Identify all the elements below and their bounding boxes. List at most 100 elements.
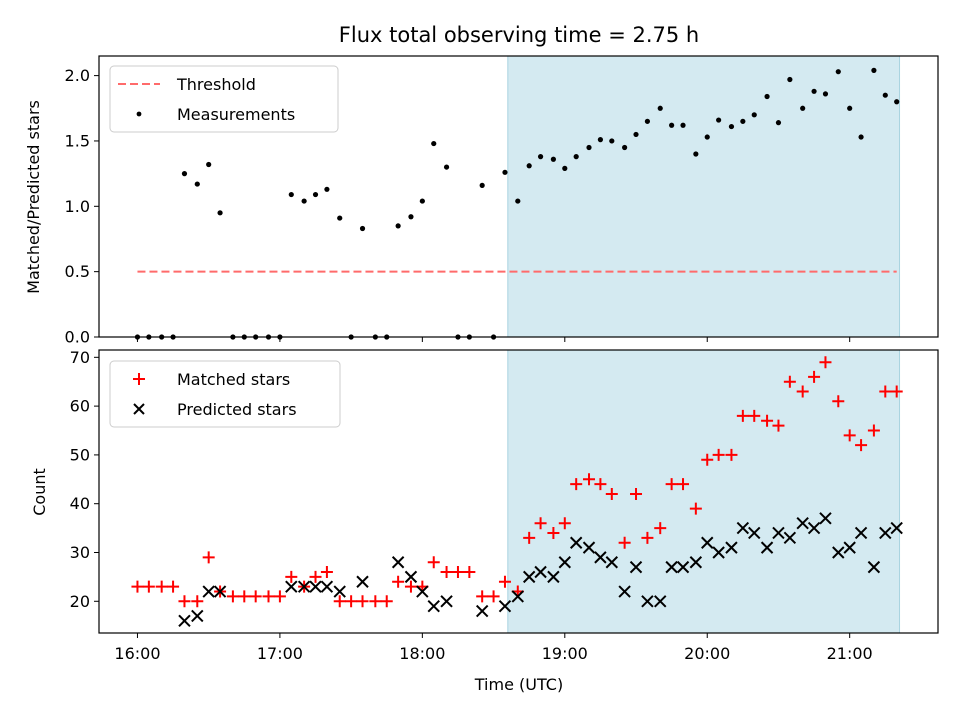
y-tick-label: 20 (70, 592, 90, 611)
top-legend-box (109, 65, 339, 133)
bottom-panel: 20 30 40 50 60 70 16:00 17:00 18:00 19:00 20:00 21… (30, 348, 939, 694)
y-tick-label: 0.0 (65, 328, 90, 347)
measurement-point (693, 151, 699, 157)
legend-matched-swatch (133, 373, 145, 385)
measurement-point (337, 215, 343, 221)
predicted-star-point (712, 546, 725, 559)
predicted-star-point (867, 560, 881, 574)
measurement-point (359, 225, 366, 232)
matched-star-point (725, 448, 738, 461)
matched-star-point (142, 580, 155, 593)
y-tick-label: 1.5 (65, 131, 90, 150)
measurement-point (312, 191, 319, 198)
matched-star-point (677, 478, 690, 491)
measurement-point (502, 169, 508, 175)
predicted-star-point (582, 541, 596, 554)
predicted-star-point (202, 585, 215, 598)
measurement-point (408, 214, 414, 220)
matched-star-point (226, 590, 239, 603)
matched-star-point (333, 595, 346, 608)
measurement-point (822, 91, 829, 97)
top-panel: 0.00.51.01.52.0 Matched/Predicted stars … (24, 55, 939, 347)
predicted-star-point (819, 512, 832, 525)
matched-stars-points (131, 356, 903, 608)
bottom-y-axis-label: Count (30, 468, 49, 516)
matched-star-point (285, 570, 298, 583)
predicted-star-point (558, 556, 572, 569)
measurement-point (716, 117, 722, 123)
measurement-point (181, 171, 188, 177)
measurement-point (680, 122, 686, 128)
predicted-star-point (832, 546, 845, 559)
measurement-point (301, 198, 307, 204)
matched-star-point (808, 370, 821, 383)
x-tick-label: 20:00 (684, 644, 730, 663)
predicted-star-point (547, 570, 560, 584)
measurement-point (669, 122, 675, 128)
predicted-star-point (689, 556, 703, 569)
predicted-star-point (522, 570, 536, 584)
bottom-legend-box (109, 360, 341, 428)
legend-predicted-label: Predicted stars (177, 400, 297, 419)
matched-star-point (879, 385, 892, 398)
matched-star-point (748, 409, 761, 422)
matched-star-point (427, 556, 440, 569)
predicted-star-point (440, 595, 453, 608)
matched-star-point (345, 595, 358, 608)
measurement-point (764, 93, 770, 100)
matched-star-point (498, 575, 511, 588)
predicted-star-point (213, 585, 227, 598)
measurement-point (894, 99, 900, 105)
matched-star-point (583, 473, 596, 486)
predicted-star-point (618, 585, 631, 598)
predicted-star-point (783, 531, 797, 545)
matched-star-point (570, 478, 583, 491)
predicted-stars-points (178, 512, 903, 628)
matched-star-point (273, 590, 286, 603)
matched-star-point (855, 439, 868, 452)
matched-star-point (487, 590, 500, 603)
y-tick-label: 40 (70, 494, 90, 513)
matched-star-point (772, 419, 785, 432)
matched-star-point (712, 448, 725, 461)
measurement-point (633, 131, 639, 138)
matched-star-point (618, 536, 631, 549)
matched-star-point (440, 566, 453, 579)
legend-matched-label: Matched stars (177, 370, 290, 389)
predicted-star-point (333, 585, 346, 598)
matched-star-point (890, 385, 903, 398)
predicted-star-point (511, 590, 524, 603)
matched-star-point (155, 580, 168, 593)
matched-star-point (843, 429, 856, 442)
y-tick-label: 60 (70, 397, 90, 416)
x-tick-label: 21:00 (827, 644, 873, 663)
bottom-shaded-region (507, 349, 901, 634)
matched-star-point (832, 395, 845, 408)
predicted-star-point (665, 560, 678, 574)
predicted-star-point (736, 521, 750, 535)
measurement-points (134, 67, 900, 340)
predicted-star-point (285, 580, 298, 593)
measurement-point (515, 198, 521, 204)
matched-star-point (761, 414, 774, 427)
bottom-x-ticks: 16:00 17:00 18:00 19:00 20:00 21:00 (114, 633, 873, 663)
legend-predicted-swatch (133, 403, 145, 415)
measurement-point (586, 144, 592, 151)
matched-star-point (689, 502, 702, 515)
matched-star-point (191, 595, 204, 608)
measurement-point (800, 105, 806, 111)
matched-star-point (202, 551, 215, 564)
measurement-point (751, 112, 757, 118)
y-tick-label: 2.0 (65, 66, 90, 85)
measurement-point (288, 191, 294, 198)
predicted-star-point (498, 599, 512, 613)
predicted-star-point (772, 526, 785, 540)
matched-star-point (262, 590, 275, 603)
predicted-star-point (534, 565, 547, 579)
predicted-star-point (854, 526, 868, 540)
measurement-point (431, 140, 437, 147)
matched-star-point (178, 595, 191, 608)
matched-star-point (783, 375, 796, 388)
measurement-point (657, 105, 663, 111)
measurement-point (324, 186, 330, 192)
